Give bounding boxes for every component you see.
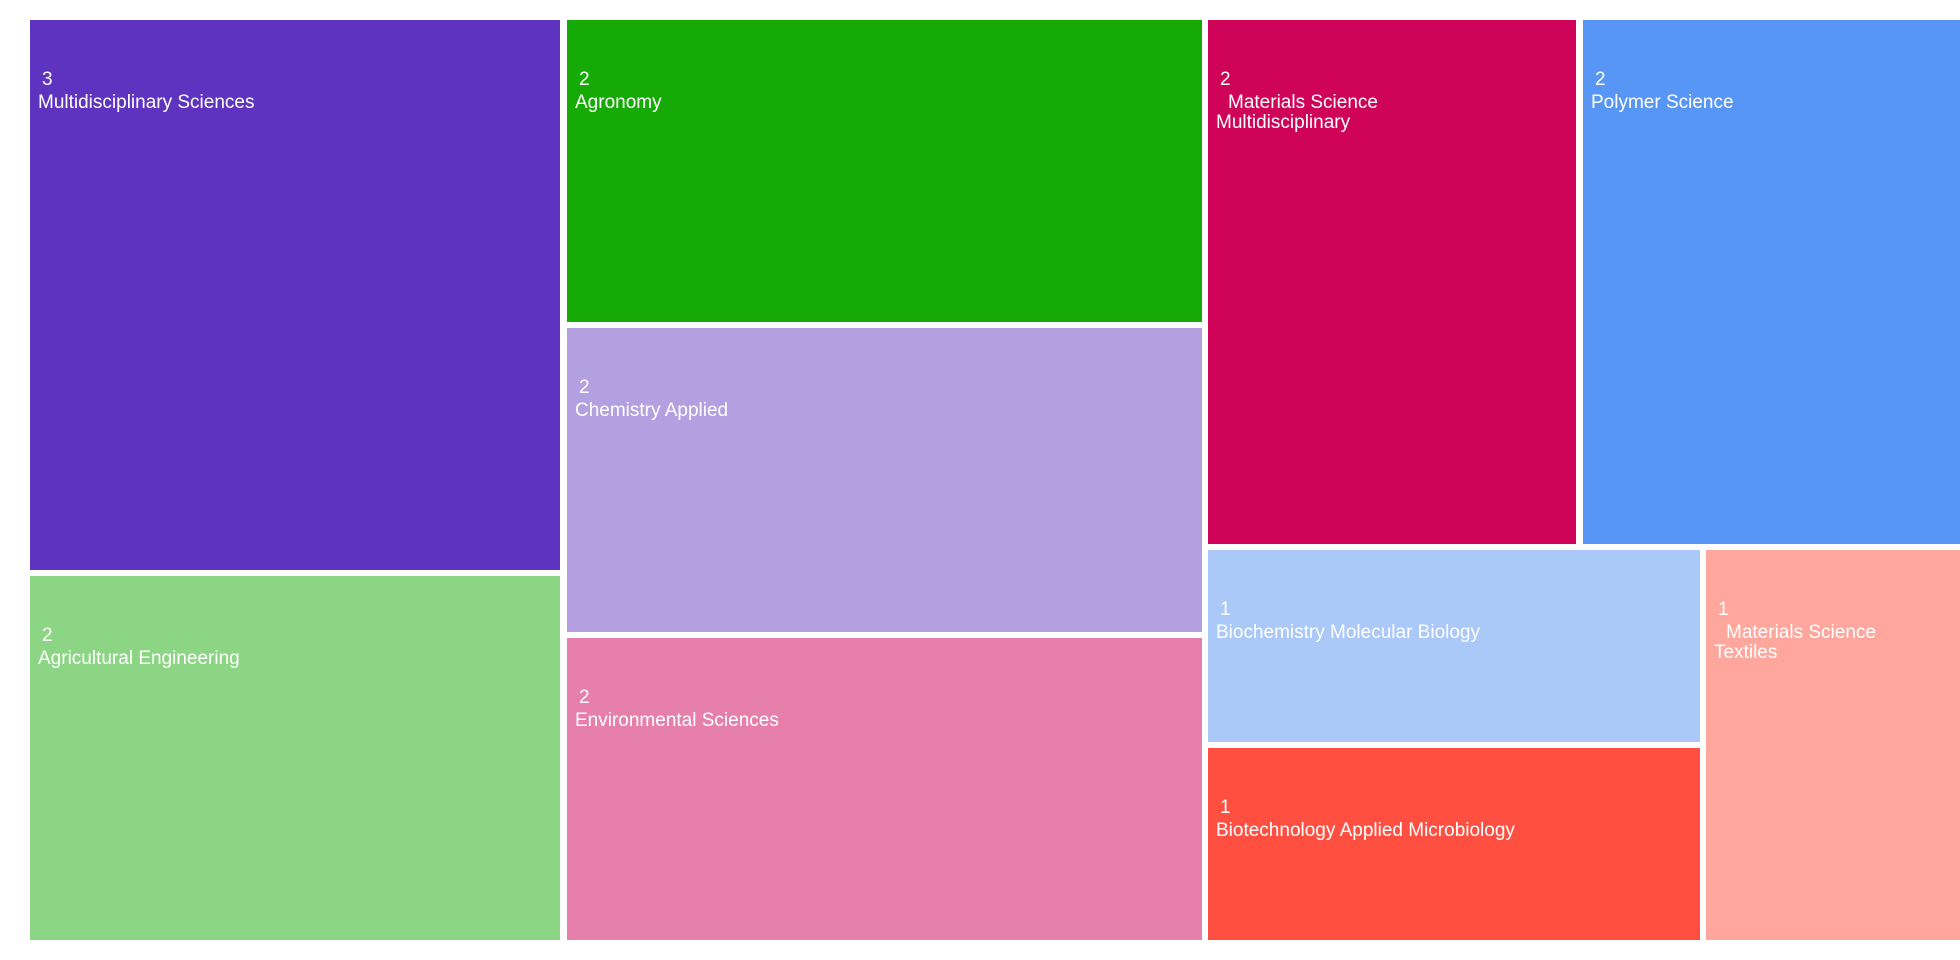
treemap-rect-chemistry-applied[interactable] bbox=[567, 328, 1202, 632]
treemap-label-materials-science-textiles: Materials Science Textiles bbox=[1714, 622, 1876, 663]
treemap-label-line: Polymer Science bbox=[1591, 92, 1734, 113]
treemap-value-polymer-science: 2 bbox=[1595, 69, 1606, 90]
treemap-rect-multidisciplinary-sciences[interactable] bbox=[30, 20, 560, 570]
treemap-label-line: Environmental Sciences bbox=[575, 710, 779, 731]
treemap-rect-materials-science-multidisciplinary[interactable] bbox=[1208, 20, 1576, 544]
treemap-label-line: Materials Science bbox=[1228, 92, 1378, 113]
treemap-value-environmental-sciences: 2 bbox=[579, 687, 590, 708]
treemap-value-biochemistry-molecular-biology: 1 bbox=[1220, 599, 1231, 620]
treemap-label-biochemistry-molecular-biology: Biochemistry Molecular Biology bbox=[1216, 622, 1480, 643]
treemap-label-materials-science-multidisciplinary: Materials Science Multidisciplinary bbox=[1216, 92, 1378, 133]
treemap-rect-polymer-science[interactable] bbox=[1583, 20, 1960, 544]
treemap-label-agronomy: Agronomy bbox=[575, 92, 662, 113]
treemap-value-materials-science-multidisciplinary: 2 bbox=[1220, 69, 1231, 90]
treemap-label-environmental-sciences: Environmental Sciences bbox=[575, 710, 779, 731]
treemap-label-line: Materials Science bbox=[1726, 622, 1876, 643]
treemap-value-chemistry-applied: 2 bbox=[579, 377, 590, 398]
treemap-label-line: Agronomy bbox=[575, 92, 662, 113]
treemap-rect-materials-science-textiles[interactable] bbox=[1706, 550, 1960, 940]
treemap-label-line: Multidisciplinary Sciences bbox=[38, 92, 254, 113]
treemap-rect-agricultural-engineering[interactable] bbox=[30, 576, 560, 940]
treemap-value-agricultural-engineering: 2 bbox=[42, 625, 53, 646]
treemap-rect-biotechnology-applied-microbiology[interactable] bbox=[1208, 748, 1700, 940]
treemap-label-line: Biotechnology Applied Microbiology bbox=[1216, 820, 1515, 841]
treemap-label-line: Textiles bbox=[1714, 642, 1777, 663]
treemap-label-multidisciplinary-sciences: Multidisciplinary Sciences bbox=[38, 92, 254, 113]
treemap-value-materials-science-textiles: 1 bbox=[1718, 599, 1729, 620]
treemap-label-line: Agricultural Engineering bbox=[38, 648, 240, 669]
treemap-value-multidisciplinary-sciences: 3 bbox=[42, 69, 53, 90]
treemap-label-line: Multidisciplinary bbox=[1216, 112, 1351, 133]
treemap-label-polymer-science: Polymer Science bbox=[1591, 92, 1734, 113]
treemap-label-line: Biochemistry Molecular Biology bbox=[1216, 622, 1480, 643]
treemap-label-chemistry-applied: Chemistry Applied bbox=[575, 400, 728, 421]
treemap-rect-biochemistry-molecular-biology[interactable] bbox=[1208, 550, 1700, 742]
treemap-rect-agronomy[interactable] bbox=[567, 20, 1202, 322]
treemap-value-agronomy: 2 bbox=[579, 69, 590, 90]
treemap-rect-environmental-sciences[interactable] bbox=[567, 638, 1202, 940]
treemap-label-agricultural-engineering: Agricultural Engineering bbox=[38, 648, 240, 669]
treemap-label-line: Chemistry Applied bbox=[575, 400, 728, 421]
treemap-value-biotechnology-applied-microbiology: 1 bbox=[1220, 797, 1231, 818]
treemap-label-biotechnology-applied-microbiology: Biotechnology Applied Microbiology bbox=[1216, 820, 1515, 841]
